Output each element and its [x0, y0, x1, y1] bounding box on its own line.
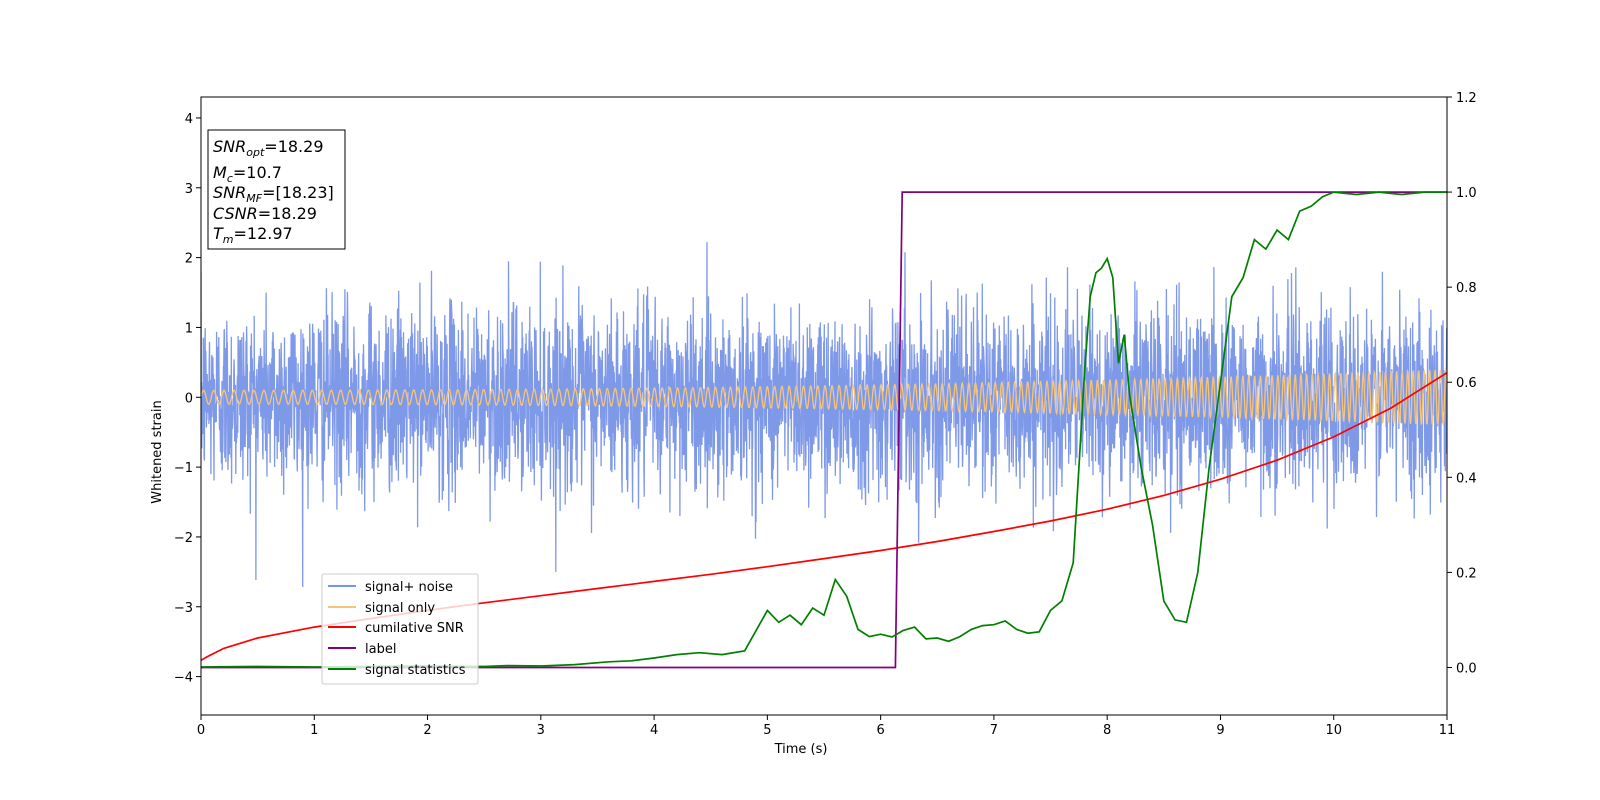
plot-frame — [200, 96, 1448, 716]
annotation-line-5-base: T — [213, 224, 224, 243]
annotation-line-4: CSNR=18.29 — [213, 204, 317, 223]
legend: signal+ noise signal only cumilative SNR… — [321, 573, 479, 685]
y2-tick-label: 0.8 — [1456, 281, 1477, 296]
y-tick-label: −2 — [174, 531, 193, 546]
legend-label-label: label — [365, 642, 396, 657]
series-signal-statistics — [201, 191, 1447, 668]
legend-label-cumilative-snr: cumilative SNR — [365, 621, 464, 636]
x-tick-label: 11 — [1439, 723, 1456, 738]
annotation-line-3-base: SNR — [213, 183, 246, 202]
annotation-line-4-base: CSNR — [213, 204, 258, 223]
annotation-line-2: Mc=10.7 — [213, 163, 282, 185]
x-tick-label: 5 — [763, 723, 771, 738]
series-cumilative-snr — [201, 371, 1447, 662]
y2-tick-label: 1.0 — [1456, 186, 1477, 201]
y-tick-label: 2 — [185, 252, 193, 267]
legend-label-signal-statistics: signal statistics — [365, 663, 466, 678]
y2-tick-label: 1.2 — [1456, 91, 1477, 106]
legend-entry-signal-only: signal only — [328, 601, 435, 616]
y-axis-label: Whitened strain — [150, 400, 165, 503]
legend-entry-cumilative-snr: cumilative SNR — [328, 621, 464, 636]
annotation-line-5: Tm=12.97 — [213, 224, 293, 246]
y-tick-label: 4 — [185, 112, 193, 127]
y2-tick-label: 0.6 — [1456, 376, 1477, 391]
x-tick-label: 4 — [650, 723, 658, 738]
annotation-line-1-value: =18.29 — [264, 137, 323, 156]
annotation-line-3-value: =[18.23] — [262, 183, 334, 202]
x-tick-label: 8 — [1103, 723, 1111, 738]
annotation-line-2-base: M — [213, 163, 227, 182]
plot-area — [201, 191, 1447, 669]
legend-entry-signal-statistics: signal statistics — [328, 663, 466, 678]
y-tick-label: −1 — [174, 461, 193, 476]
annotation-line-1-sub: opt — [246, 146, 265, 159]
x-tick-label: 3 — [537, 723, 545, 738]
x-tick-label: 9 — [1216, 723, 1224, 738]
legend-frame — [321, 573, 479, 685]
y-tick-label: −4 — [174, 671, 193, 686]
annotation-box: SNRopt=18.29 Mc=10.7 SNRMF=[18.23] CSNR=… — [207, 129, 346, 250]
annotation-line-1: SNRopt=18.29 — [213, 137, 324, 159]
annotation-line-5-sub: m — [223, 233, 234, 246]
legend-label-signal-only: signal only — [365, 601, 435, 616]
y-tick-label: −3 — [174, 601, 193, 616]
legend-entry-signal-noise: signal+ noise — [328, 580, 453, 595]
annotation-line-3: SNRMF=[18.23] — [213, 183, 334, 205]
y-tick-label: 0 — [185, 391, 193, 406]
annotation-line-1-base: SNR — [213, 137, 246, 156]
x-axis-label: Time (s) — [774, 742, 828, 757]
x-tick-label: 2 — [423, 723, 431, 738]
annotation-line-3-sub: MF — [246, 192, 262, 205]
annotation-line-2-sub: c — [227, 172, 233, 185]
legend-entry-label: label — [328, 642, 396, 657]
annotation-line-5-value: =12.97 — [234, 224, 293, 243]
legend-label-signal-noise: signal+ noise — [365, 580, 453, 595]
series-signal-only — [201, 367, 1447, 427]
annotation-line-4-value: =18.29 — [258, 204, 317, 223]
y2-tick-label: 0.0 — [1456, 661, 1477, 676]
x-tick-label: 1 — [310, 723, 318, 738]
y2-tick-label: 0.2 — [1456, 566, 1477, 581]
x-tick-label: 7 — [990, 723, 998, 738]
axes: 0 1 2 3 4 5 6 7 8 9 10 11 −4 −3 −2 −1 0 1 2 3 4 0.0 0.2 0.4 0.6 0… — [174, 91, 1477, 738]
y-tick-label: 3 — [185, 182, 193, 197]
x-tick-label: 10 — [1325, 723, 1342, 738]
series-label — [201, 191, 1447, 669]
y-tick-label: 1 — [185, 321, 193, 336]
series-signal-noise — [201, 242, 1447, 588]
x-tick-label: 6 — [876, 723, 884, 738]
y2-tick-label: 0.4 — [1456, 471, 1477, 486]
annotation-line-2-value: =10.7 — [233, 163, 282, 182]
x-tick-label: 0 — [197, 723, 205, 738]
